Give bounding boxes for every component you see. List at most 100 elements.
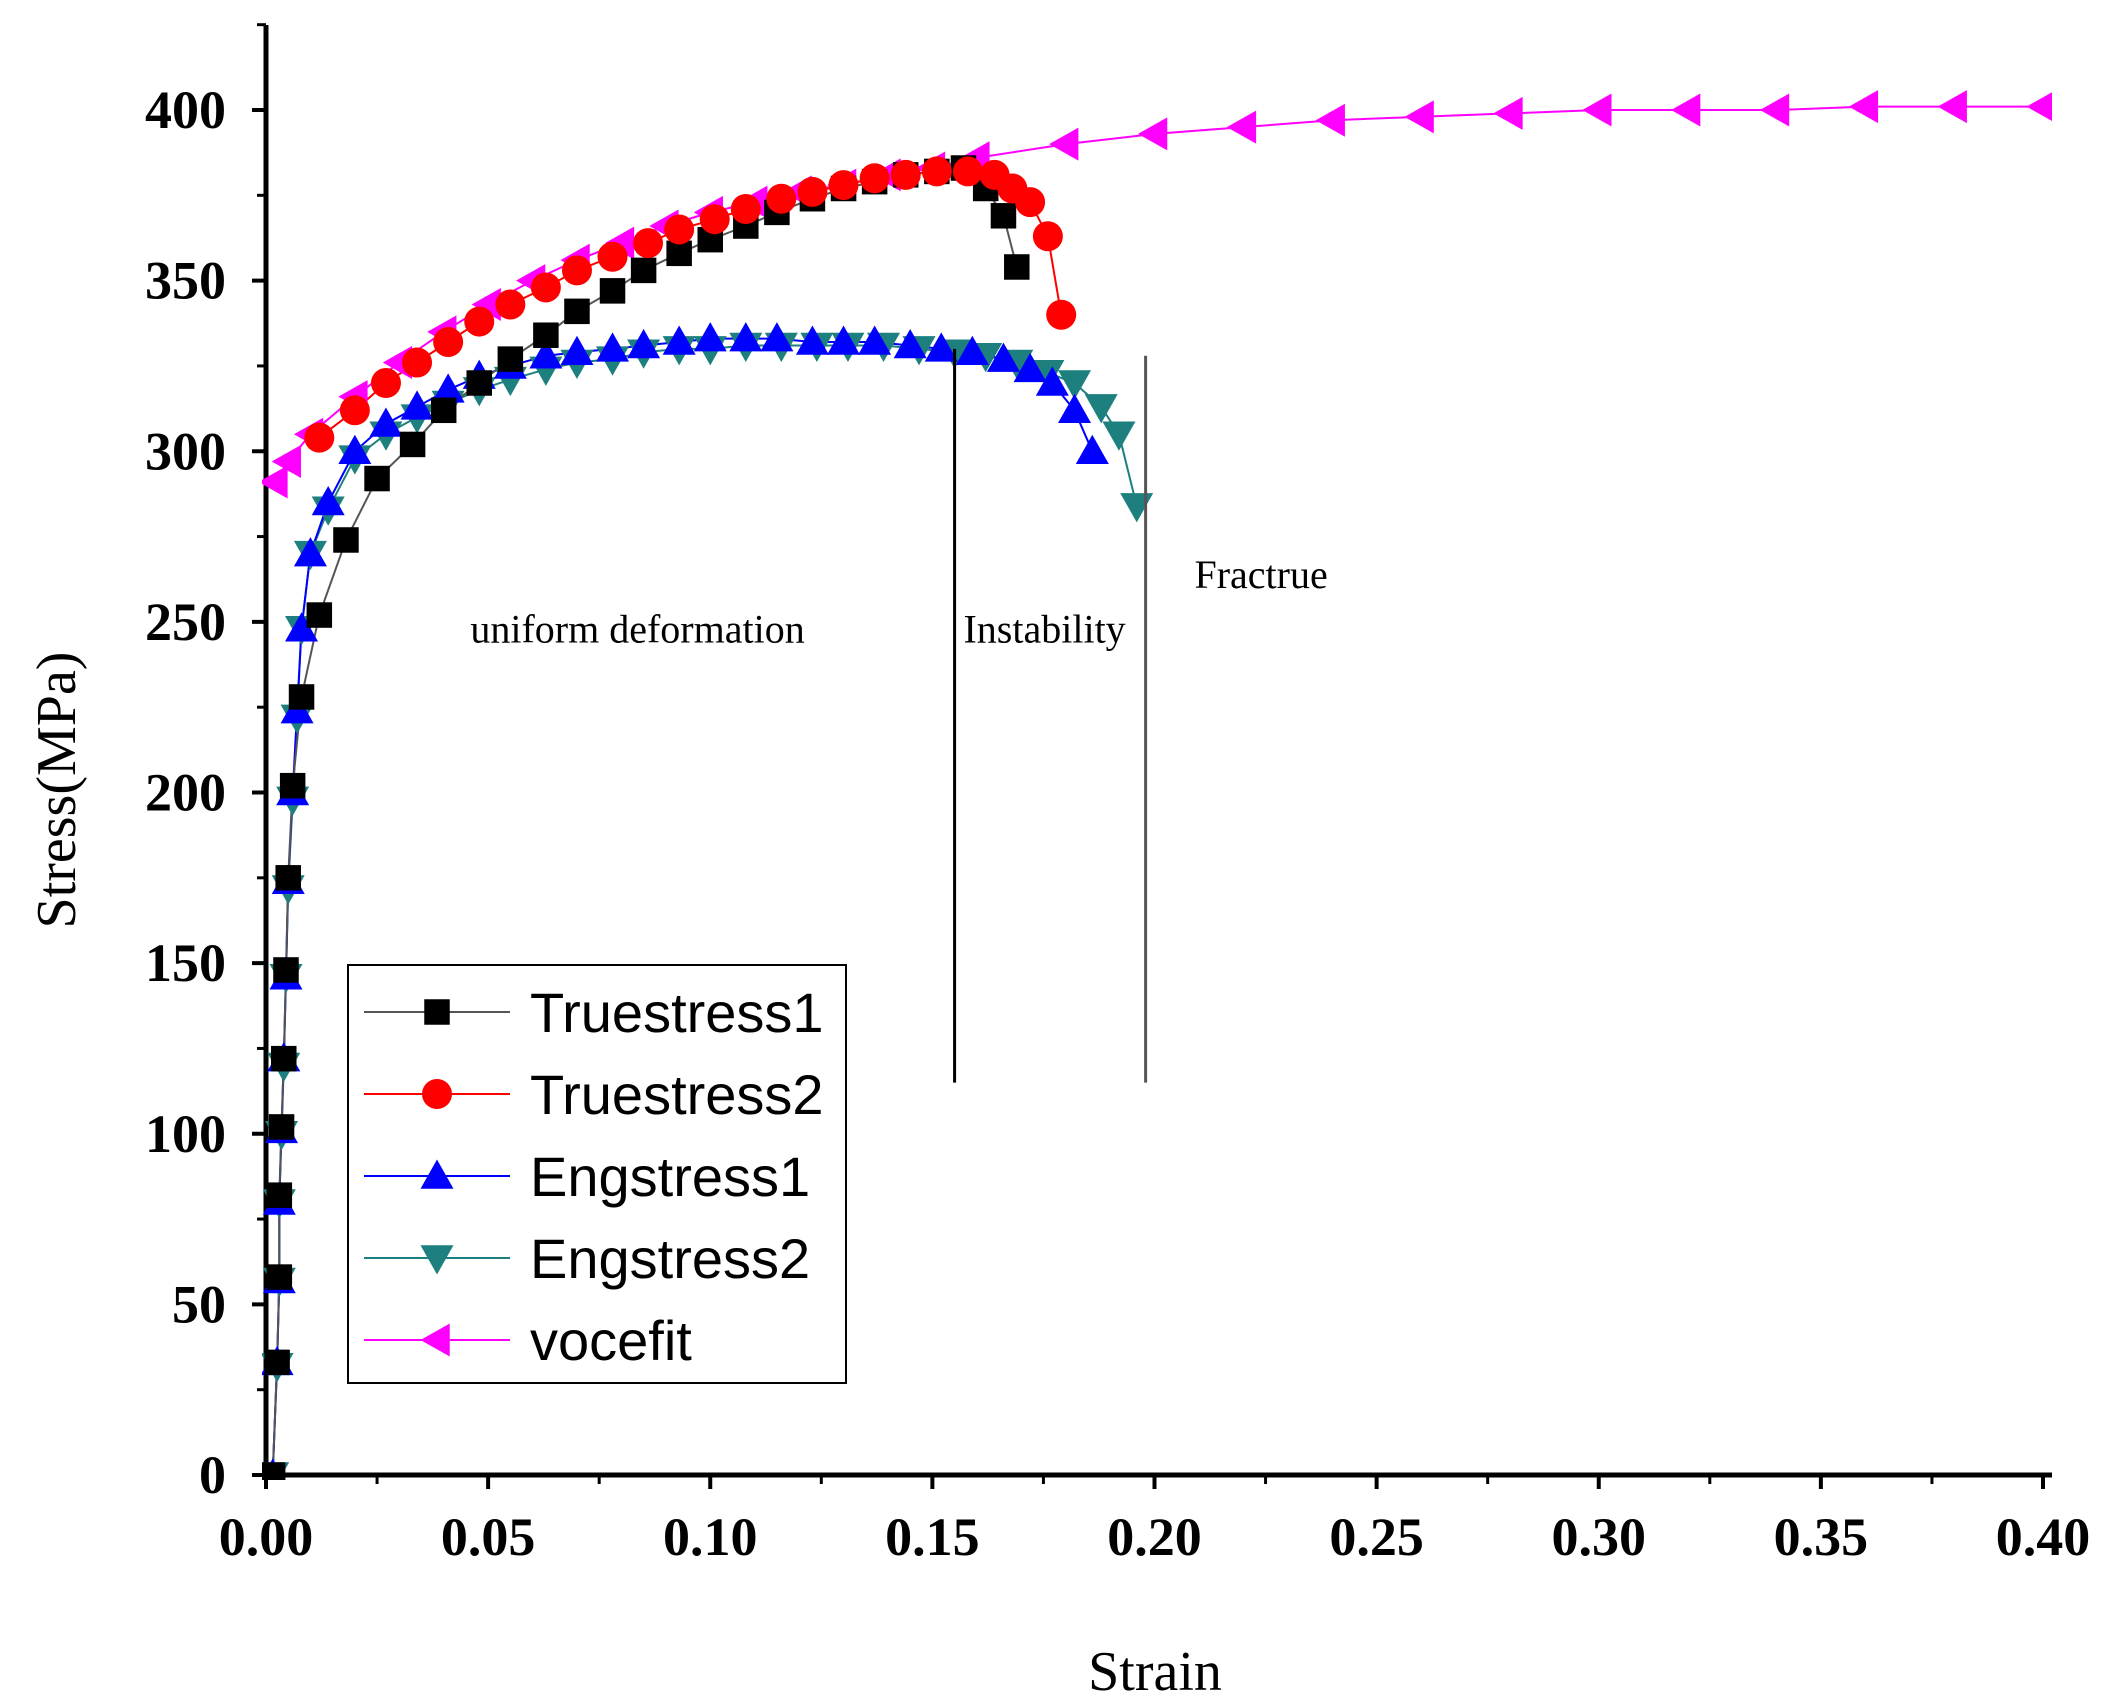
point-vocefit: [271, 444, 301, 478]
annotations: uniform deformation Instability Fractrue: [470, 552, 1327, 652]
point-truestress2: [1032, 221, 1063, 252]
point-truestress2: [730, 193, 761, 224]
point-vocefit: [1226, 110, 1257, 144]
point-vocefit: [1759, 93, 1790, 127]
point-vocefit: [1138, 117, 1168, 151]
point-truestress1: [288, 684, 315, 710]
point-engstress1: [293, 537, 327, 567]
plot-area: [262, 90, 2052, 1480]
y-tick-label: 150: [145, 933, 226, 993]
point-engstress1: [1075, 434, 1109, 464]
ticks: 0.00 0.05 0.10 0.15 0.20 0.25 0.30 0.35 0.40 0 50 1…: [145, 23, 2090, 1567]
annotation-2: Instability: [963, 606, 1125, 651]
y-tick-label: 400: [145, 80, 226, 140]
series-markers: [262, 90, 2052, 1480]
point-truestress1: [271, 1045, 297, 1072]
point-engstress1: [627, 328, 661, 359]
x-tick-label: 0.25: [1329, 1507, 1424, 1567]
y-axis-title: Stress(MPa): [26, 652, 88, 929]
point-truestress2: [859, 163, 890, 194]
point-engstress1: [338, 434, 372, 464]
x-tick-label: 0.35: [1774, 1507, 1869, 1567]
point-vocefit: [1315, 103, 1345, 137]
point-truestress1: [399, 431, 426, 458]
point-truestress1: [533, 322, 559, 348]
point-engstress1: [729, 322, 763, 352]
point-engstress2: [1084, 394, 1118, 424]
point-truestress2: [766, 183, 797, 214]
y-tick-label: 350: [145, 251, 226, 311]
point-truestress2: [952, 156, 983, 187]
point-engstress1: [1035, 366, 1069, 396]
point-engstress1: [795, 325, 829, 355]
point-truestress2: [1046, 299, 1077, 330]
point-engstress1: [1058, 393, 1092, 424]
point-vocefit: [1404, 100, 1434, 134]
axes: [263, 25, 2052, 1478]
point-truestress1: [666, 240, 692, 267]
point-truestress2: [828, 170, 859, 201]
legend-label-truestress2: Truestress2: [530, 1063, 824, 1126]
point-truestress2: [464, 306, 495, 337]
legend-marker-engstress2: [420, 1245, 454, 1275]
point-engstress1: [827, 325, 861, 355]
point-truestress2: [633, 228, 664, 259]
point-truestress1: [990, 203, 1017, 229]
point-engstress1: [858, 325, 892, 355]
point-vocefit: [1049, 127, 1079, 161]
point-truestress1: [262, 1462, 286, 1480]
annotation-3: Fractrue: [1194, 552, 1327, 597]
y-tick-label: 200: [145, 763, 226, 823]
point-engstress1: [662, 325, 696, 355]
point-engstress1: [986, 342, 1020, 372]
point-engstress1: [311, 485, 345, 516]
point-truestress1: [268, 1114, 295, 1140]
line-truestress2: [318, 170, 1063, 439]
point-truestress2: [797, 176, 828, 207]
x-tick-label: 0.05: [441, 1507, 536, 1567]
point-vocefit: [1937, 90, 1967, 124]
point-truestress1: [1004, 254, 1030, 280]
y-tick-label: 250: [145, 592, 226, 652]
legend-marker-vocefit: [420, 1323, 450, 1357]
point-truestress1: [430, 397, 457, 424]
point-vocefit: [1848, 90, 1879, 124]
legend-marker-truestress2: [422, 1079, 452, 1109]
point-engstress1: [560, 335, 594, 366]
point-truestress1: [266, 1182, 293, 1208]
point-truestress1: [279, 772, 306, 799]
point-truestress1: [497, 346, 524, 372]
point-truestress2: [339, 395, 370, 426]
legend-label-engstress1: Engstress1: [530, 1145, 810, 1208]
point-truestress2: [664, 214, 695, 245]
point-engstress1: [760, 322, 794, 352]
legend-label-engstress2: Engstress2: [530, 1227, 810, 1290]
point-engstress2: [1058, 370, 1092, 400]
point-vocefit: [471, 288, 501, 322]
point-truestress2: [921, 156, 952, 187]
y-tick-label: 0: [199, 1445, 226, 1505]
point-vocefit: [1493, 96, 1523, 130]
point-engstress1: [924, 332, 958, 362]
point-engstress1: [693, 322, 727, 352]
point-truestress2: [495, 289, 526, 320]
x-tick-label: 0.30: [1552, 1507, 1647, 1567]
legend-marker-engstress1: [420, 1159, 454, 1189]
point-vocefit: [604, 226, 635, 260]
x-tick-label: 0.20: [1107, 1507, 1202, 1567]
point-engstress1: [369, 407, 403, 437]
region-divider-lines: [953, 348, 1148, 1083]
x-tick-label: 0.15: [885, 1507, 980, 1567]
point-truestress1: [275, 865, 301, 891]
point-engstress1: [596, 332, 630, 362]
point-truestress1: [599, 278, 626, 304]
point-engstress2: [1120, 493, 1154, 523]
point-engstress2: [1102, 421, 1136, 451]
point-engstress1: [1013, 352, 1047, 383]
point-vocefit: [2026, 92, 2052, 121]
point-vocefit: [1671, 93, 1701, 127]
legend: Truestress1 Truestress2 Engstress1 Engstres…: [347, 964, 847, 1384]
point-truestress2: [597, 241, 628, 272]
point-engstress1: [529, 339, 563, 369]
